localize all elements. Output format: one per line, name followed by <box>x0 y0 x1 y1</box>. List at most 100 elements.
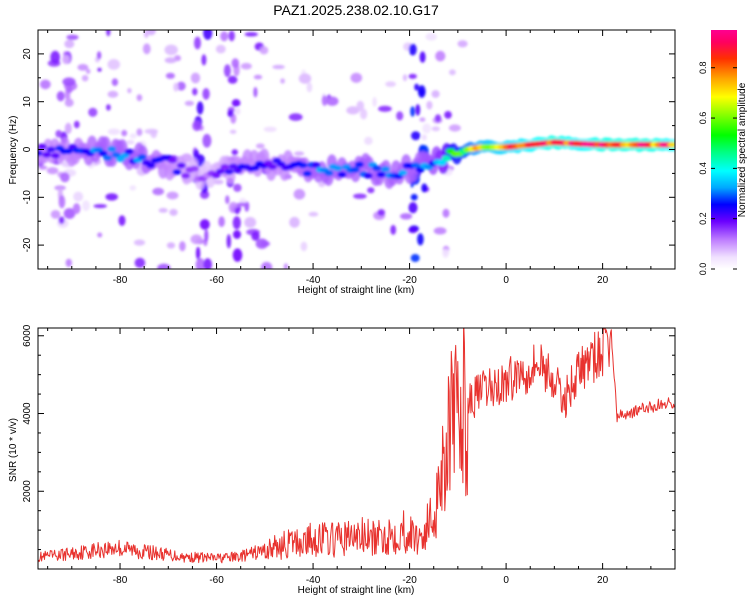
heatmap-cell <box>268 163 277 170</box>
heatmap-cell <box>105 193 118 201</box>
heatmap-cell <box>360 108 368 120</box>
heatmap-cell <box>408 43 417 56</box>
spectrogram-ylabel: Frequency (Hz) <box>8 116 19 185</box>
heatmap-cell <box>227 109 234 118</box>
heatmap-cell <box>107 128 121 135</box>
heatmap-cell <box>457 40 468 48</box>
heatmap-cell <box>64 98 74 107</box>
heatmap-cell <box>218 216 225 228</box>
heatmap-cell <box>199 219 210 230</box>
heatmap-cell <box>356 100 365 111</box>
heatmap-cell <box>58 216 65 225</box>
heatmap-cell <box>414 83 419 91</box>
heatmap-cell <box>421 183 428 193</box>
heatmap-cell <box>111 151 121 158</box>
heatmap-cell <box>233 183 242 192</box>
heatmap-cell <box>441 155 451 162</box>
heatmap-cell <box>127 88 132 94</box>
y-tick-label: -10 <box>22 190 33 205</box>
heatmap-cell <box>408 202 418 214</box>
x-tick-label: -20 <box>402 575 417 586</box>
heatmap-cell <box>289 216 300 228</box>
heatmap-blobs <box>38 30 675 269</box>
heatmap-cell <box>215 168 225 175</box>
heatmap-cell <box>232 216 241 230</box>
x-tick-label: -40 <box>306 275 321 286</box>
heatmap-cell <box>129 133 137 139</box>
heatmap-cell <box>106 104 111 111</box>
heatmap-cell <box>260 261 273 269</box>
heatmap-cell <box>213 179 224 185</box>
heatmap-cell <box>378 105 392 112</box>
heatmap-cell <box>324 170 334 177</box>
heatmap-cell <box>204 229 209 243</box>
heatmap-cell <box>107 90 119 98</box>
heatmap-cell <box>107 146 117 153</box>
heatmap-cell <box>192 120 202 132</box>
heatmap-cell <box>234 207 240 215</box>
y-tick-label: 20 <box>22 48 33 60</box>
heatmap-cell <box>372 97 377 107</box>
heatmap-cell <box>410 254 420 262</box>
heatmap-cell <box>253 87 258 98</box>
heatmap-cell <box>142 43 151 55</box>
heatmap-cell <box>225 195 230 205</box>
heatmap-cell <box>93 204 107 209</box>
heatmap-cell <box>98 150 108 157</box>
heatmap-cell <box>224 168 234 175</box>
colorbar-tick-label: 0.8 <box>698 61 708 74</box>
heatmap-cell <box>190 72 201 84</box>
heatmap-cell <box>73 191 84 202</box>
heatmap-cell <box>46 146 56 153</box>
heatmap-cell <box>137 154 147 160</box>
heatmap-cell <box>65 258 73 268</box>
heatmap-cell <box>184 100 195 106</box>
heatmap-cell <box>311 162 321 168</box>
heatmap-cell <box>173 82 179 92</box>
x-tick-label: 20 <box>597 575 609 586</box>
heatmap-cell <box>194 36 201 50</box>
heatmap-cell <box>228 30 235 42</box>
colorbar-tick-label: 0.0 <box>698 263 708 276</box>
heatmap-cell <box>442 249 450 256</box>
heatmap-cell <box>421 134 427 141</box>
y-tick-label: -20 <box>22 237 33 252</box>
heatmap-cell <box>77 64 89 71</box>
heatmap-cell <box>152 187 165 196</box>
heatmap-cell <box>417 85 426 98</box>
heatmap-cell <box>64 122 72 134</box>
heatmap-cell <box>50 152 60 159</box>
heatmap-cell <box>176 81 186 91</box>
heatmap-cell <box>298 73 312 84</box>
x-tick-label: 0 <box>503 275 509 286</box>
snr-ylabel: SNR (10 * v/v) <box>8 418 19 482</box>
heatmap-cell <box>396 111 404 121</box>
heatmap-cell <box>38 165 48 170</box>
heatmap-cell <box>203 258 212 269</box>
heatmap-cell <box>442 208 450 218</box>
heatmap-cell <box>62 54 70 65</box>
heatmap-cell <box>298 162 308 169</box>
heatmap-cell <box>377 209 386 216</box>
heatmap-cell <box>81 75 89 82</box>
heatmap-cell <box>97 232 103 238</box>
heatmap-cell <box>408 73 417 79</box>
heatmap-cell <box>136 128 143 136</box>
heatmap-cell <box>353 193 367 199</box>
snr-frame <box>37 327 676 570</box>
heatmap-cell <box>168 157 178 164</box>
x-tick-label: 20 <box>597 275 609 286</box>
heatmap-cell <box>400 213 413 220</box>
heatmap-cell <box>263 126 277 132</box>
heatmap-cell <box>134 257 146 268</box>
heatmap-cell <box>231 58 240 69</box>
y-tick-label: 0 <box>22 146 33 152</box>
heatmap-cell <box>82 200 90 212</box>
heatmap-cell <box>143 30 149 38</box>
colorbar-gradient <box>711 30 737 269</box>
heatmap-cell <box>202 133 212 148</box>
heatmap-cell <box>118 215 126 227</box>
heatmap-cell <box>146 30 156 36</box>
x-tick-label: -20 <box>402 275 417 286</box>
